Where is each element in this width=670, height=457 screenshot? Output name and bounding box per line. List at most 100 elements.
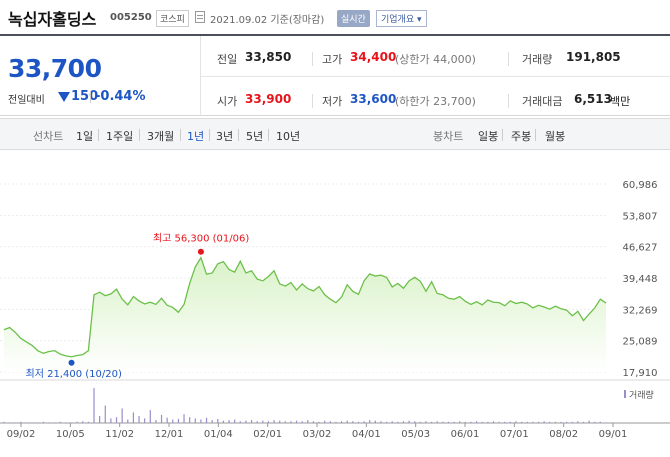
volume-bar <box>132 412 135 423</box>
volume-bar <box>99 416 101 423</box>
volume-bar <box>402 421 405 423</box>
price-line <box>3 256 607 358</box>
period-1w[interactable]: 1주일 <box>106 130 134 143</box>
x-tick-label: 01/04 <box>204 429 233 440</box>
current-price-panel: 33,700 전일대비 150 -0.44% <box>0 36 201 116</box>
prev-close-value: 33,850 <box>245 50 292 64</box>
volume-bar <box>369 420 371 423</box>
volume-bar <box>599 421 601 423</box>
volume-bar <box>566 421 568 423</box>
volume-bar <box>335 421 337 423</box>
volume-bar <box>487 421 489 423</box>
volume-bar <box>447 421 450 423</box>
candle-weekly[interactable]: 주봉 <box>511 130 532 143</box>
x-tick-label: 10/05 <box>56 429 85 440</box>
volume-bar <box>436 421 438 423</box>
period-5y[interactable]: 5년 <box>246 130 264 143</box>
volume-bar <box>515 421 517 423</box>
volume-bar <box>318 421 320 423</box>
y-tick-label: 53,807 <box>623 211 658 222</box>
volume-bar <box>329 421 331 423</box>
x-tick-label: 09/02 <box>7 429 36 440</box>
y-tick-label: 39,448 <box>623 274 658 285</box>
volume-bar <box>374 420 376 423</box>
volume-bar <box>211 420 213 423</box>
period-3m[interactable]: 3개월 <box>147 130 175 143</box>
divider <box>98 129 99 141</box>
volume-bar <box>115 417 118 423</box>
upper-limit: (상한가 44,000) <box>395 53 476 66</box>
period-1d[interactable]: 1일 <box>76 130 94 143</box>
volume-bar <box>340 421 343 423</box>
period-10y[interactable]: 10년 <box>276 130 301 143</box>
stock-code: 005250 <box>110 12 152 23</box>
volume-bar <box>70 422 73 423</box>
min-marker <box>68 359 75 366</box>
volume-bar <box>475 421 478 423</box>
volume-bar <box>560 421 562 423</box>
volume-bar <box>430 421 433 423</box>
x-tick-label: 05/03 <box>401 429 430 440</box>
volume-bar <box>273 420 275 423</box>
volume-bar <box>205 417 208 423</box>
line-chart-label: 선차트 <box>33 130 64 143</box>
volume-bar <box>385 421 388 423</box>
volume-bar <box>87 421 89 423</box>
change-value: 150 <box>71 89 99 104</box>
volume-bar <box>217 418 219 423</box>
volume-bar <box>352 421 354 423</box>
volume-bar <box>82 421 84 423</box>
volume-bar <box>104 405 106 423</box>
low-label: 저가 <box>322 95 343 108</box>
volume-bar <box>160 414 163 423</box>
amount-unit: 백만 <box>610 95 631 108</box>
divider <box>90 91 91 103</box>
volume-bar <box>594 421 596 423</box>
prev-close-label: 전일 <box>217 53 238 66</box>
volume-bar <box>425 421 427 423</box>
volume-label: 거래량 <box>629 389 654 401</box>
realtime-button[interactable]: 실시간 <box>337 10 370 27</box>
volume-bar <box>346 420 348 423</box>
volume-bar <box>295 420 298 423</box>
x-tick-label: 11/02 <box>105 429 134 440</box>
y-tick-label: 46,627 <box>623 243 658 254</box>
down-arrow-icon <box>58 92 70 102</box>
volume-bar <box>605 422 607 423</box>
volume-bar <box>138 416 140 423</box>
volume-bar <box>3 421 5 423</box>
price-summary: 33,700 전일대비 150 -0.44% 전일 33,850 고가 34,4… <box>0 34 670 116</box>
volume-bar <box>380 421 382 423</box>
x-tick-label: 06/01 <box>451 429 480 440</box>
x-tick-label: 07/01 <box>500 429 529 440</box>
period-3y[interactable]: 3년 <box>216 130 234 143</box>
volume-bar <box>172 419 174 423</box>
volume-bar <box>14 422 16 423</box>
volume-bar <box>509 421 511 423</box>
volume-bar <box>194 418 196 423</box>
volume-bar <box>76 421 78 423</box>
current-price: 33,700 <box>8 54 102 83</box>
candle-monthly[interactable]: 월봉 <box>545 130 566 143</box>
high-value: 34,400 <box>350 50 397 64</box>
y-tick-label: 60,986 <box>623 180 658 191</box>
candle-daily[interactable]: 일봉 <box>478 130 499 143</box>
stock-header: 녹십자홀딩스 005250 코스피 2021.09.02 기준(장마감) 실시간… <box>0 0 670 34</box>
x-tick-label: 03/02 <box>303 429 332 440</box>
amount-label: 거래대금 <box>522 95 563 108</box>
volume-bar <box>442 421 444 423</box>
divider <box>209 129 210 141</box>
period-1y[interactable]: 1년 <box>187 130 205 143</box>
min-label: 최저 21,400 (10/20) <box>26 368 122 380</box>
price-area <box>4 257 606 372</box>
volume-bar <box>54 422 56 423</box>
candle-chart-label: 봉차트 <box>433 130 464 143</box>
volume-bar <box>239 421 241 423</box>
amount-value: 6,513 <box>574 92 612 106</box>
open-label: 시가 <box>217 95 238 108</box>
volume-bar <box>391 421 393 423</box>
volume-bar <box>481 421 483 423</box>
volume-bar <box>279 420 281 423</box>
company-overview-button[interactable]: 기업개요 ▾ <box>376 10 427 27</box>
volume-bar <box>245 420 247 423</box>
